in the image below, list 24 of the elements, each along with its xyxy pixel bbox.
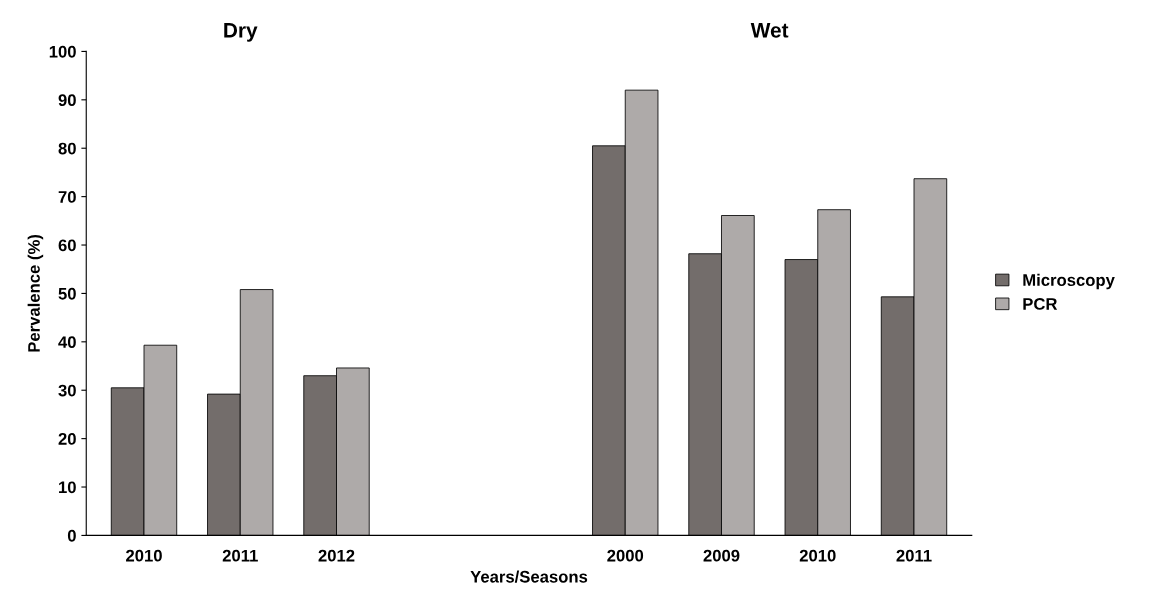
x-tick-label: 2011	[222, 549, 258, 562]
text: Dry	[224, 23, 258, 42]
x-tick-label: 2010	[126, 549, 162, 562]
y-axis-title: Pervalence (%)	[27, 234, 44, 352]
y-tick-label: 0	[67, 529, 76, 542]
x-tick-label: 2011	[896, 549, 932, 562]
y-tick-label: 20	[58, 433, 76, 445]
y-tick-label: 60	[58, 239, 76, 252]
legend-label: Microscopy	[1023, 273, 1115, 290]
text: Wet	[750, 23, 789, 38]
y-tick-label: 100	[49, 45, 76, 58]
x-axis-title: Years/Seasons	[470, 570, 588, 583]
x-tick-label: 2012	[318, 549, 355, 562]
y-tick-label: 50	[58, 287, 76, 300]
x-tick-label: 2000	[607, 549, 644, 562]
y-tick-label: 10	[59, 481, 76, 494]
y-tick-label: 90	[58, 94, 76, 107]
x-tick-label: 2009	[703, 549, 740, 562]
y-tick-label: 70	[58, 191, 76, 203]
legend-label: PCR	[1023, 298, 1058, 310]
x-tick-label: 2010	[799, 549, 836, 562]
y-tick-label: 80	[58, 142, 76, 155]
y-tick-label: 30	[58, 384, 76, 397]
y-tick-label: 40	[58, 336, 76, 349]
